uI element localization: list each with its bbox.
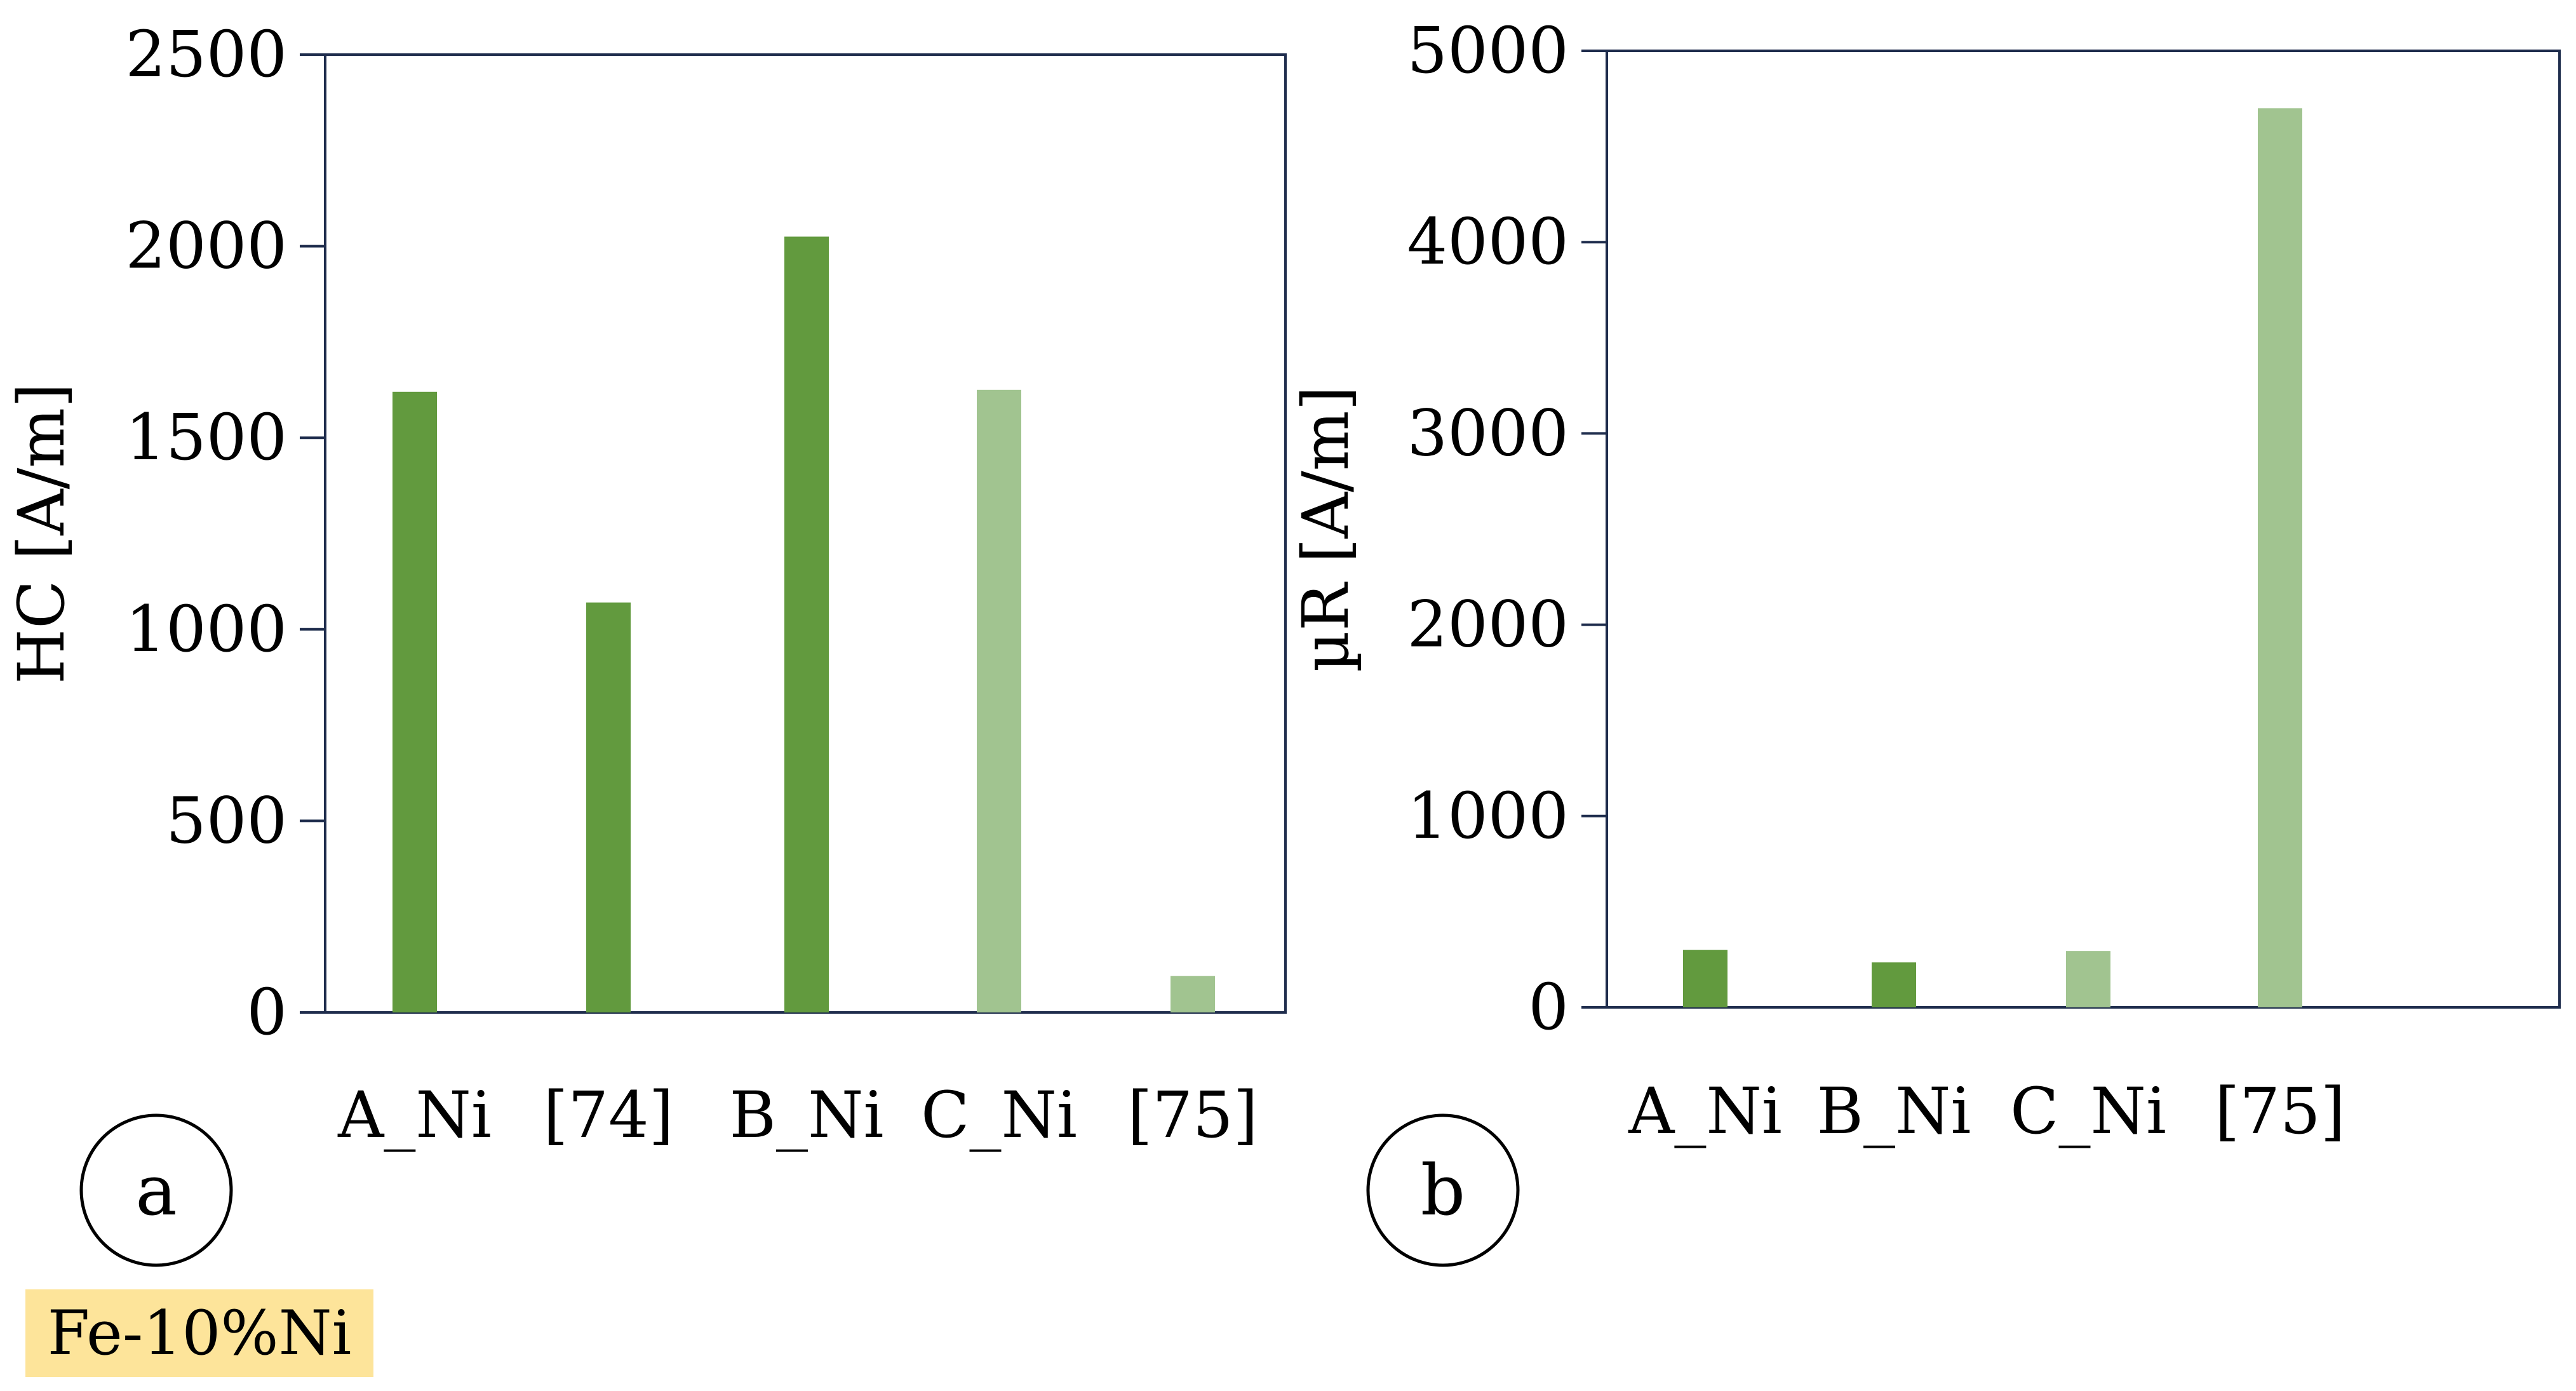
y-tick-label: 1500: [126, 400, 288, 474]
x-category-label: [75]: [2215, 1074, 2345, 1148]
y-axis-title: µR [A/m]: [1289, 386, 1363, 673]
bar-74: [586, 602, 631, 1012]
y-tick-label: 0: [246, 975, 287, 1049]
bar-ani: [1683, 950, 1727, 1007]
y-tick-label: 5000: [1407, 13, 1569, 88]
panel-letter-circle: [79, 1113, 233, 1267]
panel-letter-label: b: [1421, 1150, 1465, 1231]
y-tick-label: 2500: [126, 17, 288, 91]
bar-bni: [784, 236, 829, 1012]
composition-note-label: Fe-10%Ni: [48, 1298, 352, 1369]
x-category-label: C_Ni: [921, 1078, 1077, 1152]
y-tick-label: 2000: [1407, 588, 1569, 662]
bar-ani: [392, 391, 437, 1012]
y-tick-label: 3000: [1407, 396, 1569, 470]
x-category-label: B_Ni: [1817, 1074, 1971, 1148]
bar-bni: [1872, 962, 1916, 1007]
composition-note-background: [25, 1289, 373, 1377]
y-axis-title: HC [A/m]: [4, 383, 79, 684]
bar-cni: [977, 389, 1021, 1012]
panel-a-chart: 0 500 1000 1500 2000 2500 A_Ni [74] B_Ni C_Ni [75]…: [4, 17, 1287, 1267]
panel-letter-circle: [1366, 1113, 1520, 1267]
y-tick-label: 500: [166, 783, 287, 857]
y-tick-label: 1000: [1407, 779, 1569, 853]
y-tick-label: 0: [1528, 970, 1569, 1044]
x-category-label: B_Ni: [730, 1078, 884, 1152]
plot-frame: [1606, 50, 2561, 1009]
composition-note: Fe-10%Ni: [25, 1289, 373, 1377]
x-category-label: [75]: [1127, 1078, 1258, 1152]
y-tick-label: 1000: [126, 592, 288, 666]
bar-75: [2258, 108, 2302, 1008]
x-category-label: [74]: [543, 1078, 673, 1152]
bar-cni: [2066, 951, 2110, 1007]
x-category-label: C_Ni: [2010, 1074, 2166, 1148]
bar-75: [1171, 976, 1215, 1012]
x-category-label: A_Ni: [337, 1078, 492, 1152]
y-tick-label: 4000: [1407, 205, 1569, 279]
panel-letter-label: a: [135, 1150, 177, 1231]
x-category-label: A_Ni: [1628, 1074, 1782, 1148]
panel-b-chart: 0 1000 2000 3000 4000 5000 A_Ni B_Ni C_Ni [75] µR …: [1289, 13, 2561, 1267]
y-tick-label: 2000: [126, 209, 288, 283]
